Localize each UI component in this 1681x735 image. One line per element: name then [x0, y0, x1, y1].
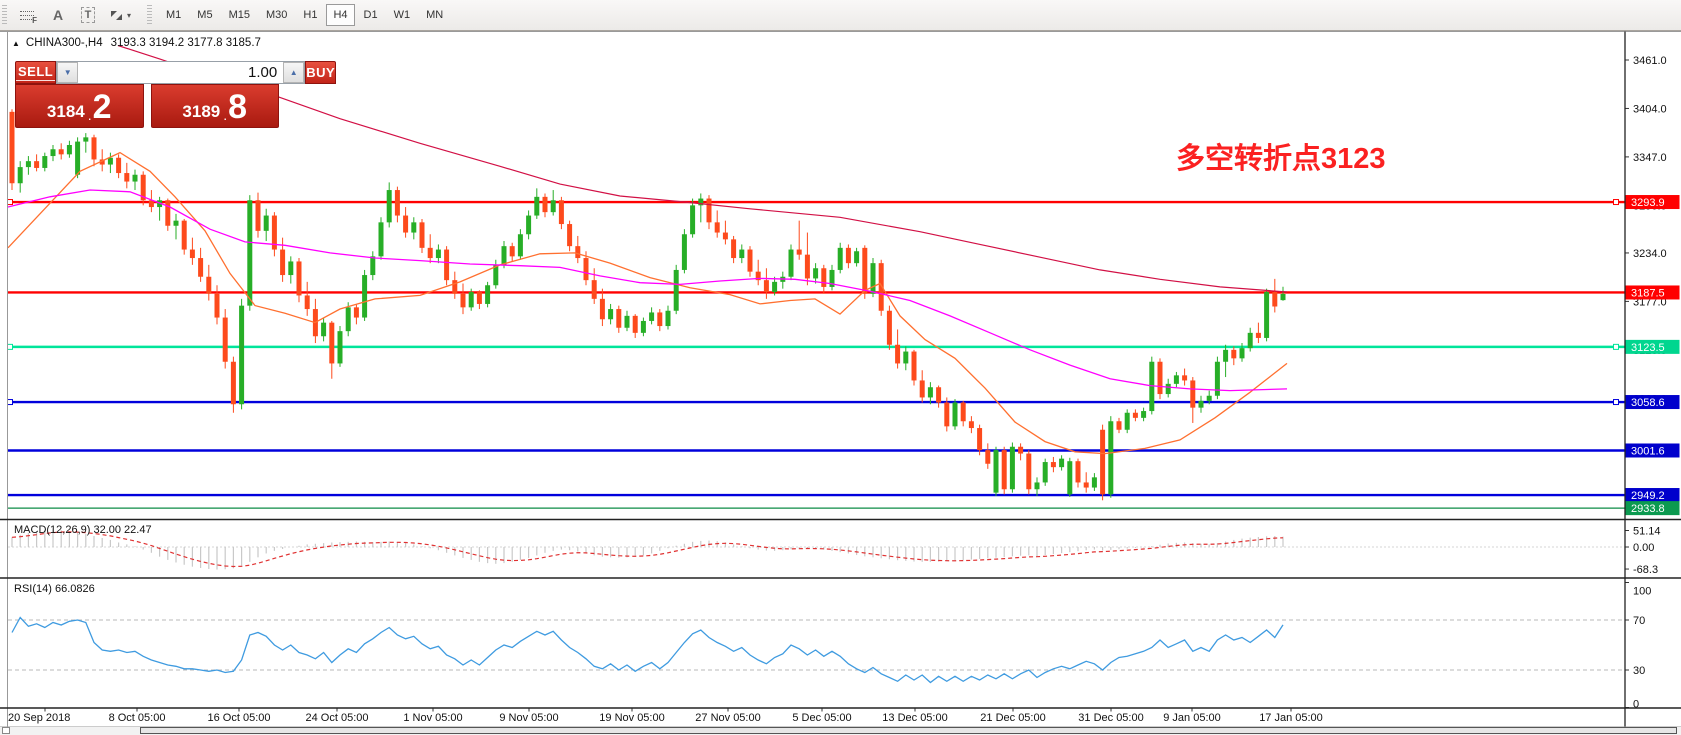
svg-text:19 Nov 05:00: 19 Nov 05:00 [599, 712, 664, 724]
arrows-icon [111, 10, 122, 20]
svg-text:0.00: 0.00 [1633, 542, 1654, 554]
macd-signal-line [11, 531, 1284, 568]
svg-text:100: 100 [1633, 586, 1651, 598]
svg-text:9 Jan 05:00: 9 Jan 05:00 [1163, 712, 1221, 724]
ma-mid-magenta [7, 189, 1288, 392]
text-box-tool-button[interactable]: T [75, 3, 101, 27]
volume-increase-button[interactable]: ▲ [283, 62, 305, 83]
chart-canvas[interactable]: 3461.03404.03347.03290.03234.03177.03120… [0, 31, 1681, 735]
fibonacci-icon: F [20, 8, 37, 25]
spin-down-icon: ▼ [63, 68, 72, 77]
svg-text:21 Dec 05:00: 21 Dec 05:00 [980, 712, 1045, 724]
svg-text:24 Oct 05:00: 24 Oct 05:00 [306, 712, 369, 724]
svg-text:17 Jan 05:00: 17 Jan 05:00 [1259, 712, 1323, 724]
buy-price-int: 3189 [182, 102, 221, 121]
svg-text:27 Nov 05:00: 27 Nov 05:00 [695, 712, 760, 724]
svg-text:0: 0 [1633, 699, 1639, 711]
svg-text:5 Dec 05:00: 5 Dec 05:00 [792, 712, 851, 724]
svg-text:8 Oct 05:00: 8 Oct 05:00 [109, 712, 166, 724]
macd-indicator-label: MACD(12,26,9) 32.00 22.47 [14, 524, 152, 536]
timeframe-button-m30[interactable]: M30 [259, 4, 294, 26]
price-axis: 3461.03404.03347.03290.03234.03177.03120… [1625, 32, 1681, 727]
svg-text:2949.2: 2949.2 [1631, 490, 1665, 502]
svg-text:16 Oct 05:00: 16 Oct 05:00 [208, 712, 271, 724]
svg-text:30: 30 [1633, 665, 1645, 677]
svg-text:3187.5: 3187.5 [1631, 287, 1665, 299]
rsi-pane: 100 70 30 0 [8, 582, 1651, 711]
text-label-icon: A [52, 7, 64, 23]
svg-text:9 Nov 05:00: 9 Nov 05:00 [499, 712, 558, 724]
chart-symbol-label: CHINA300-,H4 [25, 37, 103, 49]
one-click-trade-panel: SELL ▼ ▲ BUY 3184 . [15, 61, 337, 128]
toolbar: F A T ▾ M1 M5 M15 M30 H1 H4 D1 W1 MN [0, 0, 1681, 31]
scrollbar-thumb[interactable] [140, 727, 1677, 734]
svg-text:20 Sep 2018: 20 Sep 2018 [8, 712, 70, 724]
timeframe-button-d1[interactable]: D1 [357, 4, 385, 26]
svg-text:3123.5: 3123.5 [1631, 342, 1665, 354]
timeframe-button-w1[interactable]: W1 [387, 4, 418, 26]
buy-price-decimal: 8 [228, 88, 248, 126]
svg-text:2933.8: 2933.8 [1631, 503, 1665, 515]
rsi-line [11, 616, 1284, 684]
macd-histogram [11, 529, 1284, 570]
timeframe-button-h1[interactable]: H1 [296, 4, 324, 26]
volume-decrease-button[interactable]: ▼ [57, 62, 79, 83]
date-axis: 20 Sep 2018 8 Oct 05:00 16 Oct 05:00 24 Oct… [8, 708, 1323, 724]
chart-window: 3461.03404.03347.03290.03234.03177.03120… [0, 31, 1681, 735]
timeframe-button-m1[interactable]: M1 [159, 4, 188, 26]
horizontal-lines-layer [7, 199, 1625, 509]
sell-button-label: SELL [16, 64, 56, 81]
svg-text:3001.6: 3001.6 [1631, 445, 1665, 457]
volume-input[interactable] [78, 62, 284, 83]
sell-price-decimal: 2 [92, 88, 112, 126]
toolbar-drag-handle[interactable] [2, 5, 9, 25]
svg-text:51.14: 51.14 [1633, 525, 1661, 537]
collapse-icon[interactable]: ▲ [12, 38, 20, 48]
spin-up-icon: ▲ [289, 68, 298, 77]
sell-price-dot: . [87, 107, 92, 123]
horizontal-scrollbar [0, 727, 1681, 735]
svg-text:3404.0: 3404.0 [1633, 103, 1667, 115]
timeframe-bar: M1 M5 M15 M30 H1 H4 D1 W1 MN [158, 4, 451, 26]
chart-text-annotation: 多空转折点3123 [1176, 143, 1386, 175]
timeframe-button-mn[interactable]: MN [419, 4, 450, 26]
buy-price-display[interactable]: 3189 . 8 [150, 84, 279, 128]
svg-text:3461.0: 3461.0 [1633, 55, 1667, 67]
timeframe-button-m15[interactable]: M15 [222, 4, 257, 26]
timeframe-button-h4[interactable]: H4 [326, 4, 355, 26]
scrollbar-left-grip[interactable] [2, 727, 10, 734]
svg-text:3234.0: 3234.0 [1633, 248, 1667, 260]
macd-pane: 51.14 0.00 -68.3 [8, 525, 1661, 576]
text-box-icon: T [80, 7, 96, 23]
buy-price-dot: . [223, 107, 228, 123]
chevron-down-icon: ▾ [127, 10, 132, 20]
svg-text:3347.0: 3347.0 [1633, 152, 1667, 164]
buy-button[interactable]: BUY [305, 61, 337, 84]
svg-text:31 Dec 05:00: 31 Dec 05:00 [1078, 712, 1143, 724]
fibonacci-tool-button[interactable]: F [15, 3, 41, 27]
svg-text:70: 70 [1633, 615, 1645, 627]
timeframe-drag-handle[interactable] [147, 5, 155, 25]
arrows-tool-button[interactable]: ▾ [105, 3, 135, 27]
sell-button[interactable]: SELL [15, 61, 57, 84]
timeframe-button-m5[interactable]: M5 [190, 4, 219, 26]
svg-text:13 Dec 05:00: 13 Dec 05:00 [882, 712, 947, 724]
chart-ohlc-values: 3193.3 3194.2 3177.8 3185.7 [110, 37, 261, 49]
sell-price-int: 3184 [46, 102, 85, 121]
sell-price-display[interactable]: 3184 . 2 [15, 84, 144, 128]
buy-button-label: BUY [306, 65, 336, 80]
svg-text:-68.3: -68.3 [1633, 564, 1658, 576]
ma-fast-orange [7, 151, 1288, 455]
svg-text:1 Nov 05:00: 1 Nov 05:00 [403, 712, 462, 724]
candles-layer [9, 109, 1286, 501]
pane-borders [0, 31, 1681, 728]
volume-spinner: ▼ ▲ [56, 61, 306, 84]
svg-text:3058.6: 3058.6 [1631, 397, 1665, 409]
chart-title: ▲ CHINA300-,H4 3193.3 3194.2 3177.8 3185… [12, 37, 261, 49]
rsi-indicator-label: RSI(14) 66.0826 [14, 583, 95, 595]
text-label-tool-button[interactable]: A [45, 3, 71, 27]
svg-text:3293.9: 3293.9 [1631, 197, 1665, 209]
